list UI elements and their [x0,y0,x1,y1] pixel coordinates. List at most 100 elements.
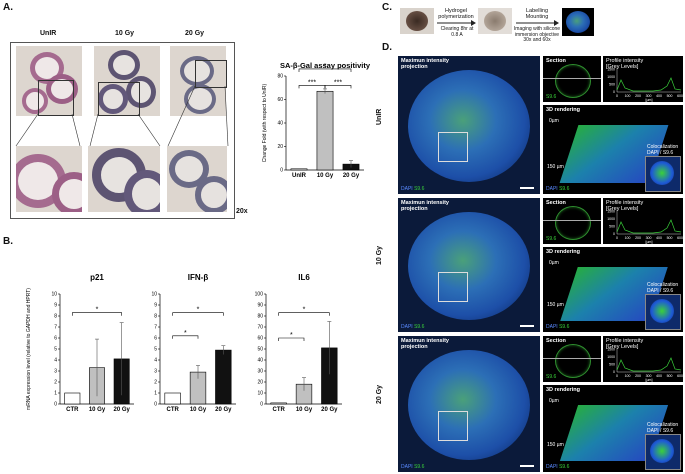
y-tick-label: 50 [257,347,263,353]
significance-bracket [324,85,352,89]
mip-title: Maximun intensity projection [401,338,449,351]
profile-plot-20gy: Profile intensity [Grey Levels] 0 100 200 30… [603,336,683,382]
y-tick-label: 6 [54,336,57,342]
step-clearing: Clearing 8hr at 0.8 A [440,26,474,38]
svg-text:200: 200 [635,94,641,98]
svg-text:200: 200 [635,236,641,240]
rendering-title: 3D rendering [546,107,580,113]
rendering-image-10gy: 3D rendering 0µm 150 µm Colocalization D… [543,247,683,332]
svg-text:100: 100 [625,374,631,378]
histology-20gy-high [167,146,227,212]
y-tick-label: 5 [154,347,157,353]
stain-s96: S9.6 [559,186,570,192]
significance-label: * [96,307,99,314]
coloc-title: Colocalization DAPI / S9.6 [647,422,679,434]
svg-text:500: 500 [609,225,615,229]
y-tick-label: 80 [277,74,283,80]
row-label-10gy: 10 Gy [376,245,383,265]
section-title: Section [546,200,566,206]
svg-text:400: 400 [656,94,662,98]
histology-unir-low [16,46,82,116]
svg-text:1000: 1000 [607,75,615,79]
depth-top: 0µm [549,260,559,266]
label-unir: UnIR [40,30,57,37]
inset-box-unir [38,80,74,116]
profile-title: Profile intensity [Grey Levels] [606,200,644,213]
svg-text:0: 0 [613,370,615,374]
label-10gy: 10 Gy [115,30,135,37]
y-tick-label: 70 [257,325,263,331]
y-axis-title: Change Fold (with respect to UnIR) [262,83,268,162]
significance-bracket [172,335,199,339]
organoid-fluor-3d [562,8,594,36]
histology-unir-high [16,146,82,212]
arrow-1 [437,20,476,26]
scale-bar [520,325,534,327]
mip-title: Maximun intensity projection [401,58,449,71]
chart-title: IFN-β [188,273,209,282]
chart-p21: p21 0 1 2 3 4 5 6 7 8 9 10 mRNA expression level (re… [26,273,134,413]
y-tick-label: 90 [257,303,263,309]
y-tick-label: 30 [257,369,263,375]
panel-label-a: A. [3,2,13,13]
stain-s96: S9.6 [559,464,570,470]
section-image-unir: Section S9.6 [543,56,601,102]
y-tick-label: 40 [277,121,283,127]
svg-text:0: 0 [613,90,615,94]
rendering-image-unir: 3D rendering 0µm 150 µm Colocalization D… [543,105,683,194]
bar [164,392,181,405]
y-tick-label: 4 [154,358,157,364]
depth-bottom: 150 µm [547,302,564,308]
svg-text:0: 0 [616,236,618,240]
significance-label: * [290,332,293,339]
svg-text:500: 500 [609,83,615,87]
stain-dapi: DAPI [546,186,558,192]
rendering-image-20gy: 3D rendering 0µm 150 µm Colocalization D… [543,385,683,472]
stain-dapi: DAPI [546,464,558,470]
profile-plot-10gy: Profile intensity [Grey Levels] 0 100 200 30… [603,198,683,244]
svg-text:1500: 1500 [607,210,615,214]
svg-text:[µm]: [µm] [646,378,653,382]
stain-dapi: DAPI [401,464,413,470]
chart-ifnb: IFN-β 0 1 2 3 4 5 6 7 8 9 10 CTR 10 Gy 20 Gy * * [151,273,236,413]
depth-bottom: 150 µm [547,442,564,448]
category-label: CTR [166,407,179,413]
section-image-10gy: Section S9.6 [543,198,601,244]
arrow-2 [516,20,559,26]
category-label: CTR [66,407,79,413]
depth-top: 0µm [549,118,559,124]
section-stain: S9.6 [546,236,557,242]
row-label-unir: UnIR [376,108,383,125]
significance-bracket [298,68,352,72]
inset-box-20gy [195,60,227,88]
bar [64,392,81,405]
histology-10gy-low [94,46,160,116]
svg-text:[µm]: [µm] [646,240,653,244]
y-tick-label: 10 [257,391,263,397]
category-label: 10 Gy [190,407,207,413]
bar [215,349,232,405]
panel-label-d: D. [382,42,392,53]
significance-bracket [172,312,224,316]
significance-bracket [278,337,305,341]
category-label: 10 Gy [296,407,313,413]
panel-label-c: C. [382,2,392,13]
y-tick-label: 0 [280,168,283,174]
category-label: 10 Gy [317,173,334,179]
mip-image-10gy: Maximun intensity projection DAPI S9.6 [398,198,540,332]
row-label-20gy: 20 Gy [376,384,383,404]
significance-label: *** [308,79,316,86]
category-label: 20 Gy [321,407,338,413]
organoid-photo-2 [478,8,512,34]
coloc-title: Colocalization DAPI / S9.6 [647,282,679,294]
scale-bar [520,465,534,467]
stain-s96: S9.6 [414,186,425,192]
svg-text:100: 100 [625,236,631,240]
mip-image-20gy: Maximun intensity projection DAPI S9.6 [398,336,540,472]
svg-text:300: 300 [646,94,652,98]
roi-box [438,411,468,441]
svg-text:200: 200 [635,374,641,378]
y-tick-label: 10 [51,292,57,298]
panel-label-b: B. [3,236,13,247]
section-title: Section [546,338,566,344]
